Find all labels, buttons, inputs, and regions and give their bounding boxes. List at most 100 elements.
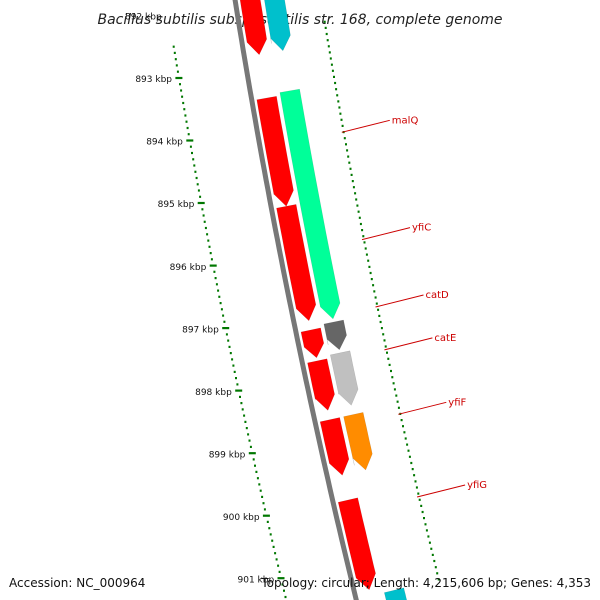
kbp-minor-tick [259,489,262,492]
kbp-tick-label: 896 kbp [170,263,207,273]
gene-feature[interactable] [383,587,408,600]
gene-feature[interactable] [330,350,359,406]
cds-feature[interactable] [276,204,317,322]
outer-minor-tick [362,235,365,238]
kbp-minor-tick [192,158,195,161]
outer-minor-tick [382,333,385,336]
outer-minor-tick [359,222,362,226]
kbp-minor-tick [240,402,243,405]
outer-minor-tick [357,210,360,213]
gene-label[interactable]: yfiG [467,480,487,491]
outer-minor-tick [331,69,334,72]
kbp-minor-tick [225,333,228,336]
outer-minor-tick [324,26,327,29]
accession-text: Accession: NC_000964 [9,576,146,590]
outer-minor-tick [358,216,361,219]
outer-minor-tick [384,345,387,348]
genome-title: Bacillus subtilis subsp. subtilis str. 1… [97,12,502,28]
kbp-minor-tick [229,352,232,355]
outer-minor-tick [375,302,378,305]
outer-minor-tick [403,431,406,434]
kbp-major-tick [222,327,230,330]
outer-minor-tick [393,388,396,391]
kbp-major-tick [262,514,270,517]
cds-feature[interactable] [307,358,335,411]
kbp-minor-tick [244,420,247,423]
outer-minor-tick [417,492,420,495]
kbp-major-tick [186,139,194,142]
kbp-minor-tick [180,89,183,92]
gene-label[interactable]: yfiF [448,397,466,408]
kbp-minor-tick [241,408,244,411]
outer-minor-tick [377,308,380,311]
gene-label[interactable]: malQ [392,115,419,126]
kbp-minor-tick [210,258,213,261]
outer-minor-tick [421,510,424,514]
outer-minor-tick [428,541,431,544]
kbp-minor-tick [201,208,204,211]
gene-feature[interactable] [279,88,341,320]
outer-minor-tick [373,290,376,293]
outer-minor-tick [345,143,347,146]
kbp-minor-tick [191,151,193,155]
gene-labels: malQ catD catE yfiF yfiC yfiG [341,115,487,498]
gene-label-leader [361,227,411,241]
gene-feature[interactable] [261,0,291,52]
kbp-minor-tick [182,101,185,105]
outer-minor-tick [323,20,326,23]
kbp-tick-label: 900 kbp [223,513,260,523]
kbp-minor-tick [272,545,275,548]
outer-minor-tick [349,167,352,170]
outer-minor-tick [365,253,368,256]
kbp-major-tick [235,389,243,392]
outer-minor-tick [388,363,391,366]
gene-label[interactable]: catD [426,290,450,301]
kbp-minor-tick [185,120,188,123]
kbp-minor-tick [217,289,220,292]
kbp-minor-tick [181,95,184,98]
outer-minor-tick [395,394,398,397]
cds-feature[interactable] [300,327,325,359]
kbp-minor-tick [176,70,179,73]
kbp-tick-label: 901 kbp [238,576,275,586]
outer-minor-tick [408,455,411,458]
outer-minor-tick [390,369,392,373]
kbp-minor-tick [228,345,231,348]
kbp-minor-tick [223,320,226,323]
outer-minor-tick [330,63,333,66]
kbp-minor-tick [249,445,252,448]
outer-minor-tick [379,320,382,324]
gene-feature[interactable] [323,319,347,351]
outer-minor-tick [343,137,346,140]
kbp-minor-tick [173,51,176,54]
outer-minor-tick [436,572,439,575]
kbp-minor-tick [214,277,217,280]
kbp-minor-tick [262,502,265,505]
gene-label[interactable]: catE [434,333,456,344]
kbp-minor-tick [231,358,234,361]
outer-minor-tick [423,517,425,520]
outer-minor-tick [413,474,416,477]
kbp-minor-tick [274,552,277,555]
kbp-major-tick [277,577,285,580]
genome-backbone [232,0,359,600]
gene-feature[interactable] [343,412,373,471]
outer-minor-tick [333,75,335,78]
outer-minor-tick [338,106,341,109]
outer-minor-tick [410,461,413,465]
outer-minor-tick [391,376,394,379]
kbp-minor-tick [281,583,284,586]
outer-minor-tick [328,51,331,54]
cds-feature[interactable] [337,497,376,591]
cds-feature[interactable] [319,417,350,476]
outer-minor-tick [402,425,404,428]
kbp-minor-tick [278,570,281,573]
kbp-ruler: 892 kbp 893 kbp 894 kbp 895 kbp 896 kbp 897 k… [125,12,440,599]
outer-minor-tick [414,480,417,483]
kbp-minor-tick [258,483,261,486]
outer-minor-tick [351,180,354,183]
gene-label[interactable]: yfiC [412,223,431,234]
cds-feature[interactable] [238,0,267,56]
outer-minor-tick [336,94,339,97]
kbp-minor-tick [187,133,190,136]
